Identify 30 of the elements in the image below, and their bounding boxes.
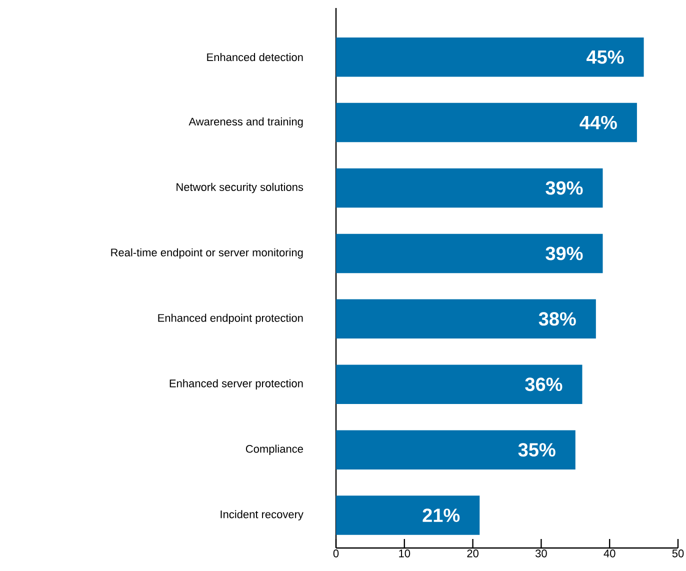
x-tick-label: 40 (604, 550, 616, 558)
data-label: 38% (538, 312, 576, 326)
data-label: 44% (580, 116, 617, 130)
bar (336, 168, 603, 208)
y-tick-label: Compliance (246, 444, 303, 455)
bar (336, 496, 480, 535)
data-label: 39% (546, 181, 583, 195)
y-tick-label: Awareness and training (188, 117, 303, 128)
y-tick-label: Enhanced server protection (170, 379, 303, 390)
x-tick-label: 0 (333, 550, 339, 558)
y-tick-label: Enhanced endpoint protection (158, 314, 303, 324)
y-tick-label: Incident recovery (220, 510, 304, 520)
data-label: 36% (525, 378, 562, 392)
y-tick-label: Enhanced detection (207, 53, 303, 62)
y-tick-label: Real-time endpoint or server monitoring (111, 248, 303, 259)
bar (336, 430, 576, 470)
x-tick-label: 20 (467, 550, 478, 558)
bar (336, 234, 603, 274)
data-label: 39% (546, 246, 583, 260)
bar (336, 37, 644, 77)
data-label: 21% (422, 508, 460, 522)
x-tick-label: 10 (399, 550, 410, 558)
y-tick-label: Network security solutions (176, 182, 304, 194)
bar (336, 102, 637, 142)
x-tick-label: 50 (672, 550, 684, 558)
data-label: 45% (586, 50, 624, 64)
data-label: 35% (518, 443, 556, 457)
x-tick-label: 30 (536, 550, 547, 558)
bar (336, 364, 582, 404)
bar (336, 299, 596, 339)
